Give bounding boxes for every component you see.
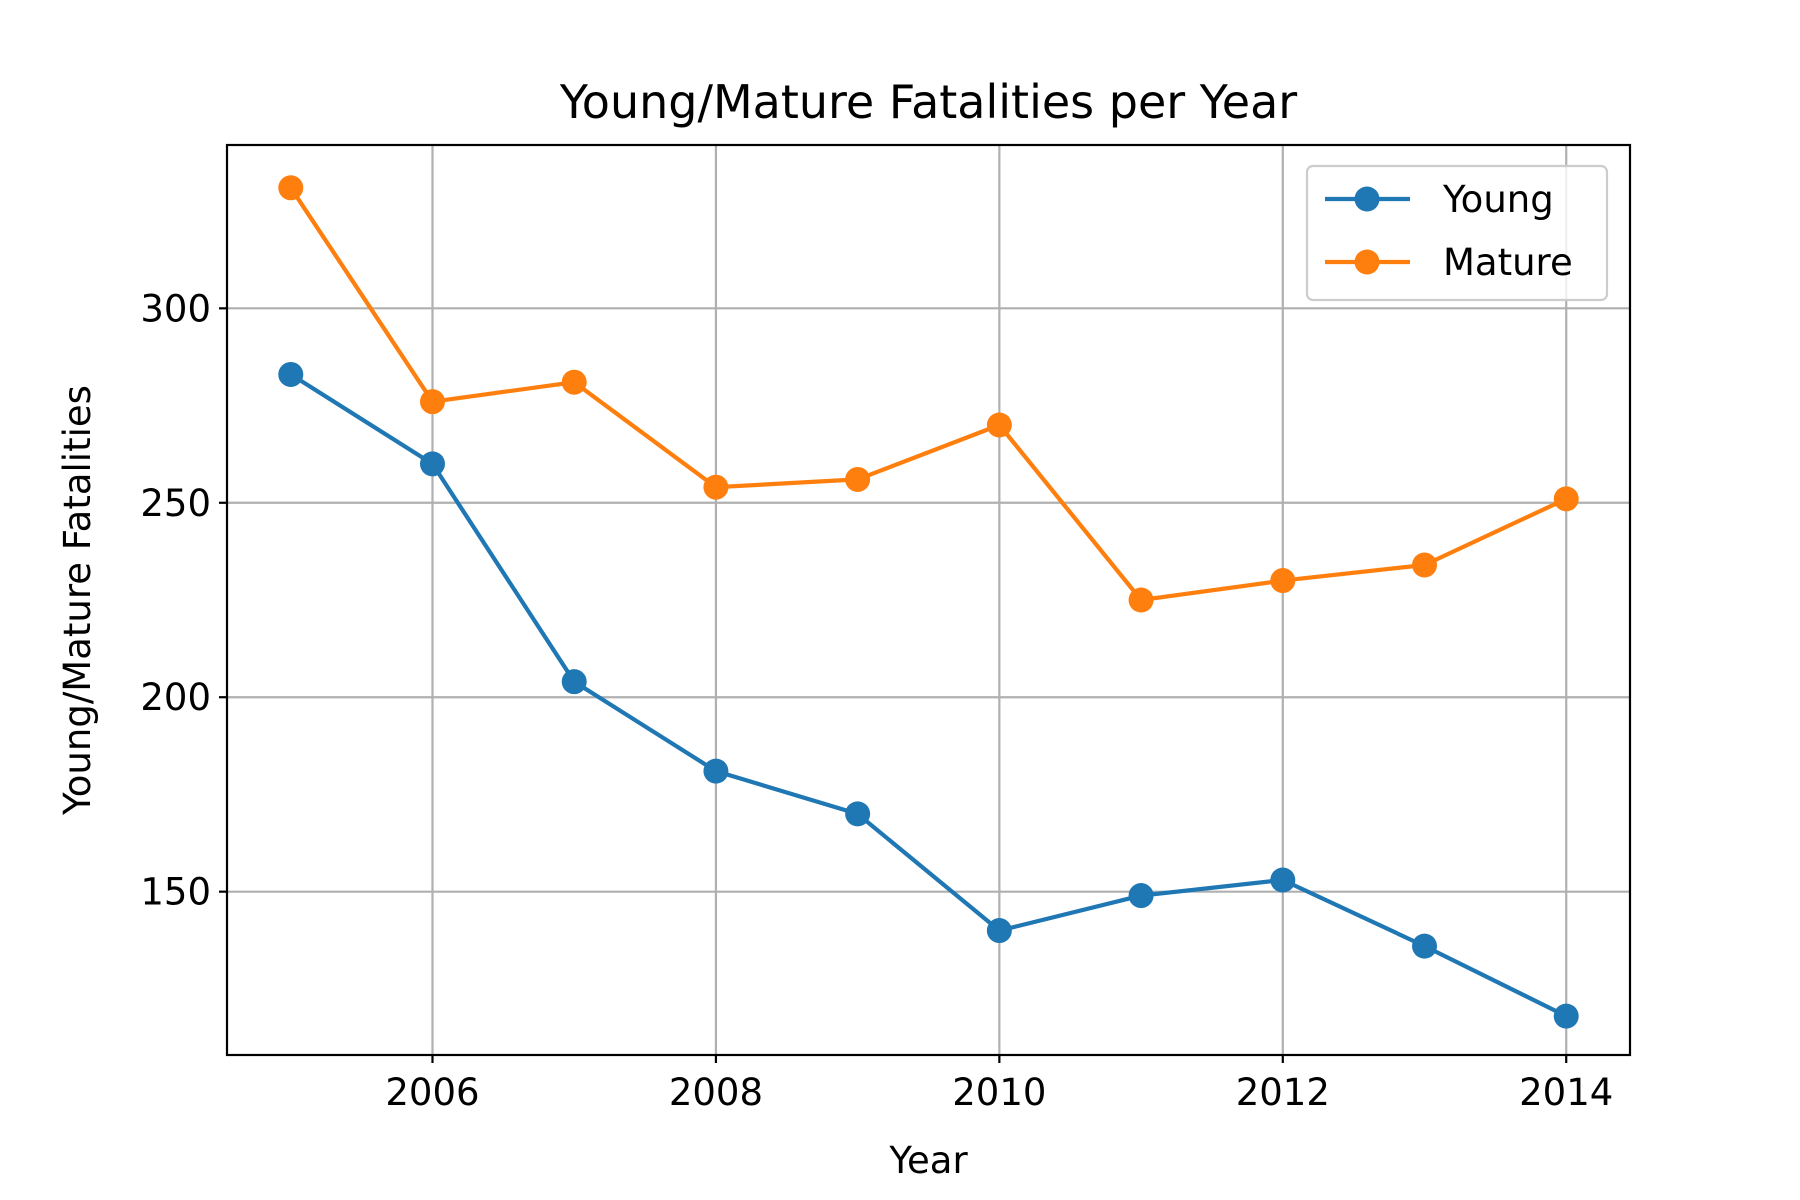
mature-point: [986, 412, 1012, 438]
plot-frame: [225, 143, 1632, 1057]
legend-marker-young: [1354, 186, 1380, 212]
young-point: [703, 758, 729, 784]
y-tick-label: 150: [140, 871, 211, 914]
mature-point: [845, 466, 871, 492]
young-point: [986, 918, 1012, 944]
y-axis-label: Young/Mature Fatalities: [56, 385, 99, 816]
young-point: [1128, 883, 1154, 909]
young-point: [1412, 933, 1438, 959]
legend-item-mature: Mature: [1325, 241, 1573, 284]
mature-point: [278, 175, 304, 201]
x-tick-label: 2010: [952, 1071, 1046, 1114]
mature-point: [1553, 486, 1579, 512]
mature-point: [1412, 552, 1438, 578]
young-point: [419, 451, 445, 477]
chart-title: Young/Mature Fatalities per Year: [559, 75, 1297, 129]
y-tick-label: 250: [140, 482, 211, 525]
x-axis-label: Year: [888, 1139, 968, 1182]
legend: Young Mature: [1305, 164, 1609, 302]
mature-point: [561, 369, 587, 395]
y-tick-label: 300: [140, 287, 211, 330]
x-tick-label: 2008: [669, 1071, 763, 1114]
grid: [227, 145, 1630, 1055]
mature-point: [419, 389, 445, 415]
axis-ticks: 2006 2008 2010 2012 2014 150 200 250 300: [140, 287, 1613, 1114]
legend-marker-mature: [1354, 249, 1380, 275]
series-young: [278, 361, 1579, 1029]
legend-label-mature: Mature: [1443, 241, 1573, 284]
x-tick-label: 2006: [385, 1071, 479, 1114]
legend-item-young: Young: [1325, 178, 1554, 221]
series-layer: [278, 175, 1579, 1029]
x-tick-label: 2012: [1236, 1071, 1330, 1114]
young-point: [1270, 867, 1296, 893]
series-line-young: [289, 372, 1568, 1018]
series-line-mature: [289, 186, 1568, 603]
mature-point: [1270, 568, 1296, 594]
young-point: [845, 801, 871, 827]
y-tick-label: 200: [140, 676, 211, 719]
series-mature: [278, 175, 1579, 613]
young-point: [1553, 1003, 1579, 1029]
legend-label-young: Young: [1442, 178, 1554, 221]
young-point: [278, 361, 304, 387]
mature-point: [703, 474, 729, 500]
young-point: [561, 669, 587, 695]
x-tick-label: 2014: [1519, 1071, 1613, 1114]
mature-point: [1128, 587, 1154, 613]
